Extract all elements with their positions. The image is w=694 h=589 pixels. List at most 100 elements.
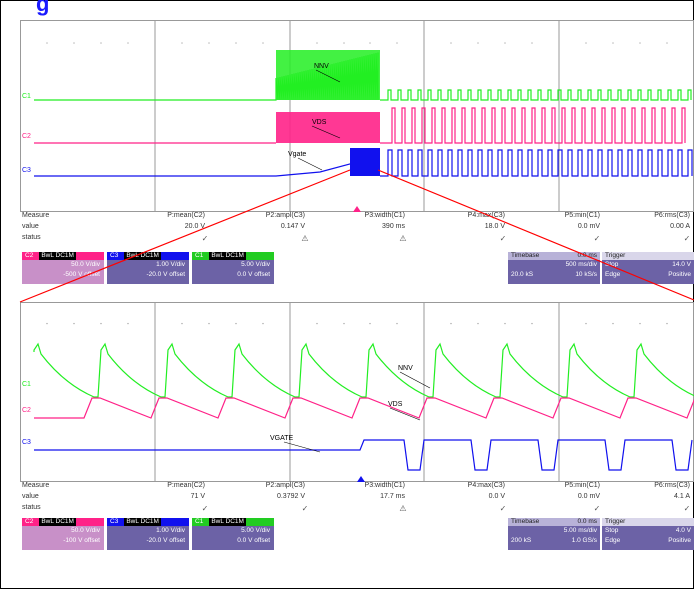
measure-name: P:mean(C2) bbox=[167, 212, 205, 219]
grid-dot bbox=[100, 42, 102, 44]
channel-header: C2 BwL DC1M bbox=[22, 252, 104, 260]
channel-box-c3[interactable]: C3 BwL DC1M 1.00 V/div -20.0 V offset bbox=[107, 518, 189, 550]
measure-value: 0.00 A bbox=[670, 223, 690, 230]
grid-dot bbox=[100, 322, 102, 325]
grid-dot bbox=[612, 322, 614, 325]
volts-per-div: 50.0 V/div bbox=[71, 527, 100, 534]
measure-name: P:mean(C2) bbox=[167, 482, 205, 489]
status-row: status ✓ ⚠ ⚠ ✓ ✓ ✓ bbox=[20, 234, 694, 244]
timebase-header: Timebase 0.0 ms bbox=[508, 252, 600, 260]
grid-dot bbox=[235, 322, 237, 325]
grid-dot bbox=[181, 322, 183, 325]
trigger-header: Trigger bbox=[602, 252, 694, 260]
grid-dot bbox=[127, 42, 129, 44]
trigger-box-bottom[interactable]: Trigger Stop 4.0 V Edge Positive bbox=[602, 518, 694, 550]
channel-marker-c3: C3 bbox=[22, 439, 31, 446]
grid-dot bbox=[666, 42, 668, 44]
timebase-settings: 500 ms/div 20.0 kS 10 kS/s bbox=[508, 260, 600, 280]
trigger-settings: Stop 4.0 V Edge Positive bbox=[602, 526, 694, 546]
timebase-box-top[interactable]: Timebase 0.0 ms 500 ms/div 20.0 kS 10 kS/… bbox=[508, 252, 600, 284]
grid-dot bbox=[639, 322, 641, 325]
channel-header: C3 BwL DC1M bbox=[107, 252, 189, 260]
channel-label: C3 bbox=[110, 518, 119, 525]
measure-label: Measure bbox=[22, 212, 50, 219]
measure-value: 0.0 mV bbox=[577, 223, 600, 230]
trigger-type: Edge bbox=[605, 271, 621, 278]
measure-name: P5:min(C1) bbox=[564, 212, 600, 219]
value-label: value bbox=[22, 493, 39, 500]
series-label-vds: VDS bbox=[388, 401, 403, 408]
measure-name: P4:max(C3) bbox=[467, 482, 505, 489]
grid-dot bbox=[46, 322, 48, 325]
volts-per-div: 5.00 V/div bbox=[241, 261, 270, 268]
offset: -20.0 V offset bbox=[146, 271, 185, 278]
measure-name: P2:ampl(C3) bbox=[265, 212, 305, 219]
channel-box-c3[interactable]: C3 BwL DC1M 1.00 V/div -20.0 V offset bbox=[107, 252, 189, 284]
measure-value: 18.0 V bbox=[484, 223, 505, 230]
trigger-level: 14.0 V bbox=[672, 261, 691, 268]
plot-border bbox=[20, 302, 694, 482]
channel-settings: 5.00 V/div 0.0 V offset bbox=[192, 526, 274, 550]
measure-name: P6:rms(C3) bbox=[654, 212, 690, 219]
time-per-div: 500 ms/div bbox=[565, 261, 597, 268]
trigger-mode: Stop bbox=[605, 261, 619, 268]
measure-value: 0.0 mV bbox=[577, 493, 600, 500]
series-label-leader bbox=[297, 157, 323, 171]
check-icon: ✓ bbox=[683, 504, 691, 513]
value-label: value bbox=[22, 223, 39, 230]
channel-marker-c2: C2 bbox=[22, 407, 31, 414]
volts-per-div: 50.0 V/div bbox=[71, 261, 100, 268]
scope-zoom: C1 C2 C3 NNV VDS VGATE bbox=[20, 302, 694, 482]
coupling-tag: BwL DC1M bbox=[209, 252, 246, 260]
trigger-label: Trigger bbox=[605, 518, 626, 525]
series-label-vds: VDS bbox=[312, 119, 327, 126]
measure-table-bottom: Measure P:mean(C2) P2:ampl(C3) P3:width(… bbox=[20, 482, 694, 526]
measure-name: P2:ampl(C3) bbox=[265, 482, 305, 489]
timebase-delay: 0.0 ms bbox=[577, 252, 597, 259]
time-per-div: 5.00 ms/div bbox=[563, 527, 597, 534]
check-icon: ✓ bbox=[593, 234, 601, 243]
channel-settings: 50.0 V/div -500 V offset bbox=[22, 260, 104, 284]
channel-boxes-top: C2 BwL DC1M 50.0 V/div -500 V offset C3 BwL… bbox=[20, 252, 694, 286]
check-icon: ✓ bbox=[499, 504, 507, 513]
volts-per-div: 1.00 V/div bbox=[156, 261, 185, 268]
trigger-mode: Stop bbox=[605, 527, 619, 534]
grid-dot bbox=[316, 42, 318, 44]
channel-marker-c1: C1 bbox=[22, 93, 31, 100]
measure-label: Measure bbox=[22, 482, 50, 489]
series-line-vgate bbox=[34, 149, 371, 177]
sample-count: 200 kS bbox=[511, 537, 532, 544]
grid-dot bbox=[369, 42, 371, 44]
grid-dot bbox=[235, 42, 237, 44]
grid-dot bbox=[46, 42, 48, 44]
grid-dot bbox=[208, 322, 210, 325]
trigger-marker bbox=[353, 206, 361, 212]
figure-title: g bbox=[36, 0, 50, 16]
channel-box-c1[interactable]: C1 BwL DC1M 5.00 V/div 0.0 V offset bbox=[192, 518, 274, 550]
warning-icon: ⚠ bbox=[301, 234, 309, 243]
channel-marker-c1: C1 bbox=[22, 381, 31, 388]
measure-name: P5:min(C1) bbox=[564, 482, 600, 489]
check-icon: ✓ bbox=[593, 504, 601, 513]
series-label-leader bbox=[389, 407, 421, 421]
channel-settings: 1.00 V/div -20.0 V offset bbox=[107, 260, 189, 284]
timebase-box-bottom[interactable]: Timebase 0.0 ms 5.00 ms/div 200 kS 1.0 GS… bbox=[508, 518, 600, 550]
coupling-tag: BwL DC1M bbox=[209, 518, 246, 526]
series-label-vgate: Vgate bbox=[288, 151, 306, 158]
series-label-leader bbox=[311, 125, 341, 139]
series-burst-nnv bbox=[276, 50, 380, 100]
grid-dot bbox=[73, 42, 75, 44]
channel-box-c1[interactable]: C1 BwL DC1M 5.00 V/div 0.0 V offset bbox=[192, 252, 274, 284]
channel-box-c2[interactable]: C2 BwL DC1M 50.0 V/div -100 V offset bbox=[22, 518, 104, 550]
trigger-slope: Positive bbox=[668, 271, 691, 278]
trigger-box-top[interactable]: Trigger Stop 14.0 V Edge Positive bbox=[602, 252, 694, 284]
channel-box-c2[interactable]: C2 BwL DC1M 50.0 V/div -500 V offset bbox=[22, 252, 104, 284]
series-line-vds bbox=[34, 397, 694, 419]
value-row: value 20.0 V 0.147 V 390 ms 18.0 V 0.0 m… bbox=[20, 223, 694, 233]
channel-label: C1 bbox=[195, 252, 204, 259]
sample-count: 20.0 kS bbox=[511, 271, 534, 278]
check-icon: ✓ bbox=[201, 234, 209, 243]
measure-value: 0.0 V bbox=[488, 493, 505, 500]
channel-settings: 1.00 V/div -20.0 V offset bbox=[107, 526, 189, 550]
status-label: status bbox=[22, 234, 41, 241]
